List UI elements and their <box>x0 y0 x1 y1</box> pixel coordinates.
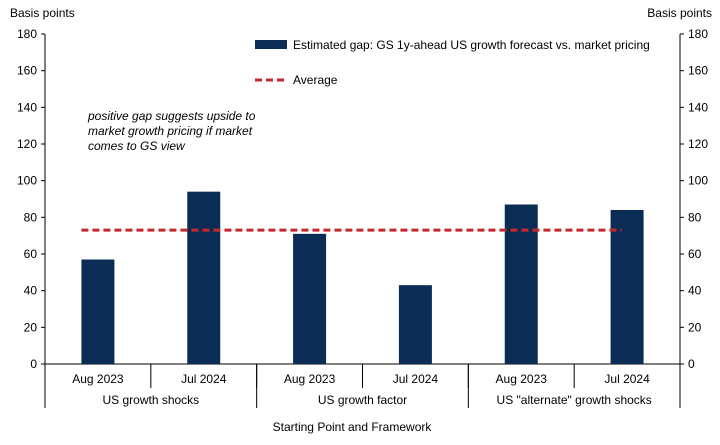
right-y-tick-label: 100 <box>688 174 708 188</box>
x-group-label: US "alternate" growth shocks <box>497 393 652 407</box>
right-y-tick-label: 80 <box>688 210 702 224</box>
x-category-label: Aug 2023 <box>72 372 124 386</box>
x-category-label: Jul 2024 <box>604 372 650 386</box>
right-y-tick-label: 120 <box>688 137 708 151</box>
left-y-tick-label: 160 <box>17 64 37 78</box>
bar <box>398 285 432 364</box>
annotation-line-3: comes to GS view <box>88 139 186 153</box>
x-group-label: US growth factor <box>318 393 407 407</box>
left-y-tick-label: 20 <box>24 320 38 334</box>
right-y-tick-label: 140 <box>688 100 708 114</box>
legend-label-average: Average <box>293 73 338 87</box>
annotation-line-1: positive gap suggests upside to <box>87 109 256 123</box>
bars-layer <box>81 191 644 364</box>
x-category-label: Jul 2024 <box>393 372 439 386</box>
x-group-label: US growth shocks <box>102 393 199 407</box>
right-y-tick-label: 160 <box>688 64 708 78</box>
bar <box>610 210 644 364</box>
bar <box>187 191 221 364</box>
bar <box>293 233 327 364</box>
x-category-label: Jul 2024 <box>181 372 227 386</box>
left-y-tick-label: 80 <box>24 210 38 224</box>
x-axis-title: Starting Point and Framework <box>273 420 433 434</box>
left-y-tick-label: 100 <box>17 174 37 188</box>
right-y-tick-label: 60 <box>688 247 702 261</box>
legend: Estimated gap: GS 1y-ahead US growth for… <box>255 38 650 87</box>
x-category-label: Aug 2023 <box>496 372 548 386</box>
x-category-label: Aug 2023 <box>284 372 336 386</box>
right-y-tick-label: 20 <box>688 320 702 334</box>
left-y-tick-label: 40 <box>24 284 38 298</box>
annotation: positive gap suggests upside to market g… <box>87 109 256 153</box>
right-axis-title: Basis points <box>647 6 712 20</box>
legend-label-gap: Estimated gap: GS 1y-ahead US growth for… <box>293 38 650 52</box>
annotation-line-2: market growth pricing if market <box>88 124 253 138</box>
right-y-tick-label: 180 <box>688 27 708 41</box>
bar <box>81 259 115 364</box>
bar <box>504 204 538 364</box>
legend-swatch-gap <box>255 40 287 49</box>
left-y-tick-label: 140 <box>17 100 37 114</box>
left-y-tick-label: 120 <box>17 137 37 151</box>
left-y-tick-label: 0 <box>30 357 37 371</box>
axes-layer: 0 0 20 20 40 40 60 60 80 80 100 100 120 120 140 140 160 1… <box>17 27 708 408</box>
right-y-tick-label: 40 <box>688 284 702 298</box>
left-y-tick-label: 60 <box>24 247 38 261</box>
left-y-tick-label: 180 <box>17 27 37 41</box>
right-y-tick-label: 0 <box>688 357 695 371</box>
left-axis-title: Basis points <box>10 6 75 20</box>
